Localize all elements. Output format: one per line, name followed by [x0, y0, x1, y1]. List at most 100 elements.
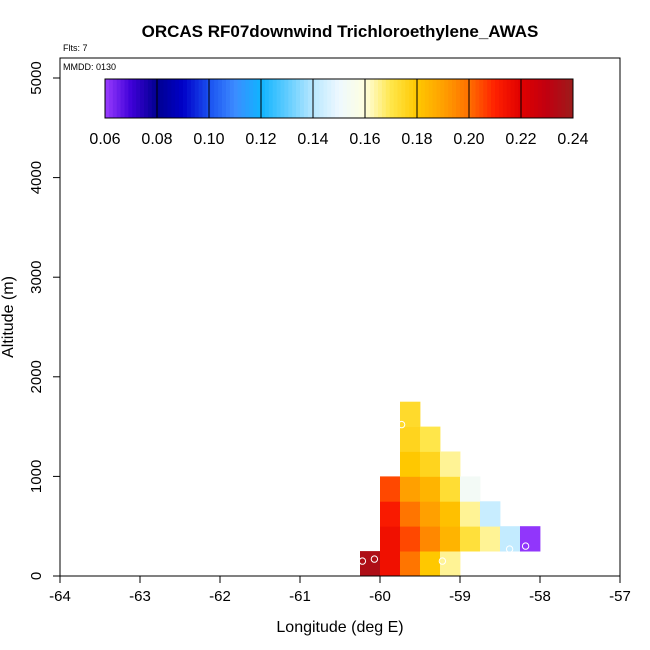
- colorbar-tick-label: 0.08: [141, 131, 172, 148]
- heatmap-cell: [380, 501, 401, 527]
- x-tick-label: -62: [209, 588, 231, 605]
- colorbar-swatch: [553, 79, 558, 118]
- heatmap-cell: [460, 501, 481, 527]
- heatmap-cell: [500, 526, 521, 552]
- colorbar-swatch: [272, 79, 278, 118]
- colorbar-swatch: [432, 79, 437, 118]
- colorbar-swatch: [167, 79, 172, 118]
- heatmap-cell: [420, 501, 441, 527]
- colorbar-swatch: [307, 79, 313, 118]
- heatmap-cell: [380, 476, 401, 502]
- colorbar-swatch: [514, 79, 519, 118]
- colorbar-swatch: [354, 79, 359, 118]
- heatmap-cell: [360, 551, 381, 577]
- cells-layer: [360, 401, 541, 577]
- colorbar-swatch: [346, 79, 352, 118]
- colorbar-swatch: [506, 79, 512, 118]
- colorbar-tick-label: 0.20: [453, 131, 484, 148]
- heatmap-cell: [420, 526, 441, 552]
- colorbar-swatch: [417, 79, 422, 118]
- colorbar-swatch: [448, 79, 453, 118]
- heatmap-cell: [460, 526, 481, 552]
- colorbar-swatch: [561, 79, 566, 118]
- colorbar-swatch: [264, 79, 270, 118]
- colorbar-swatch: [522, 79, 527, 118]
- heatmap-cell: [400, 401, 421, 427]
- colorbar-swatch: [179, 79, 184, 118]
- colorbar-swatch: [210, 79, 215, 118]
- colorbar-swatch: [335, 79, 340, 118]
- x-tick-label: -57: [609, 588, 631, 605]
- heatmap-cell: [440, 476, 461, 502]
- colorbar-swatch: [323, 79, 328, 118]
- colorbar-swatch: [276, 79, 281, 118]
- colorbar-swatch: [358, 79, 363, 118]
- colorbar-swatch: [413, 79, 418, 118]
- heatmap-cell: [440, 451, 461, 477]
- y-tick-label: 2000: [28, 360, 45, 393]
- colorbar-swatch: [112, 79, 118, 118]
- colorbar-tick-label: 0.18: [401, 131, 432, 148]
- colorbar-swatch: [374, 79, 379, 118]
- colorbar-swatch: [163, 79, 168, 118]
- colorbar-swatch: [132, 79, 137, 118]
- colorbar-swatch: [401, 79, 406, 118]
- colorbar-swatch: [456, 79, 461, 118]
- plot-frame: [59, 57, 621, 577]
- y-tick-label: 1000: [28, 460, 45, 493]
- colorbar-swatch: [249, 79, 254, 118]
- colorbar-swatch: [534, 79, 539, 118]
- colorbar-swatch: [292, 79, 297, 118]
- heatmap-cell: [400, 451, 421, 477]
- colorbar-swatch: [549, 79, 554, 118]
- colorbar-tick-label: 0.14: [297, 131, 328, 148]
- heatmap-cell: [380, 526, 401, 552]
- colorbar-swatch: [128, 79, 133, 118]
- colorbar-swatch: [171, 79, 176, 118]
- sample-point: [505, 545, 514, 553]
- colorbar-swatch: [186, 79, 192, 118]
- colorbar-swatch: [397, 79, 402, 118]
- colorbar-swatch: [537, 79, 543, 118]
- x-tick-label: -63: [129, 588, 151, 605]
- colorbar-swatch: [463, 79, 469, 118]
- heatmap-cell: [480, 501, 501, 527]
- heatmap-cell: [520, 526, 541, 552]
- colorbar-swatch: [541, 79, 547, 118]
- colorbar-swatch: [116, 79, 122, 118]
- colorbar-swatch: [483, 79, 488, 118]
- x-tick-label: -59: [449, 588, 471, 605]
- y-axis: 0 1000 2000 3000 4000 5000: [28, 61, 60, 580]
- sample-point: [438, 557, 447, 565]
- colorbar-swatch: [510, 79, 515, 118]
- colorbar-swatch: [175, 79, 180, 118]
- sample-point: [370, 555, 379, 563]
- heatmap-cell: [440, 501, 461, 527]
- heatmap-cell: [440, 551, 461, 577]
- heatmap-cell: [420, 426, 441, 452]
- colorbar-swatch: [136, 79, 141, 118]
- colorbar-swatch: [214, 79, 219, 118]
- date-label: MMDD: 0130: [63, 62, 116, 72]
- colorbar-swatch: [105, 79, 110, 118]
- colorbar-swatch: [459, 79, 465, 118]
- colorbar-swatch: [151, 79, 157, 118]
- colorbar-swatch: [339, 79, 344, 118]
- colorbar-swatch: [405, 79, 410, 118]
- heatmap-cell: [480, 526, 501, 552]
- colorbar-swatch: [420, 79, 426, 118]
- colorbar-swatch: [261, 79, 266, 118]
- colorbar-swatch: [194, 79, 200, 118]
- y-tick-label: 4000: [28, 161, 45, 194]
- colorbar-swatch: [218, 79, 223, 118]
- colorbar-swatch: [303, 79, 309, 118]
- heatmap-cell: [460, 476, 481, 502]
- colorbar-swatch: [241, 79, 246, 118]
- colorbar-swatch: [245, 79, 250, 118]
- colorbar-swatch: [557, 79, 562, 118]
- colorbar-swatch: [225, 79, 231, 118]
- heatmap-cell: [400, 551, 421, 577]
- colorbar-swatch: [315, 79, 320, 118]
- colorbar-frame: [104, 78, 574, 119]
- colorbar-swatch: [233, 79, 239, 118]
